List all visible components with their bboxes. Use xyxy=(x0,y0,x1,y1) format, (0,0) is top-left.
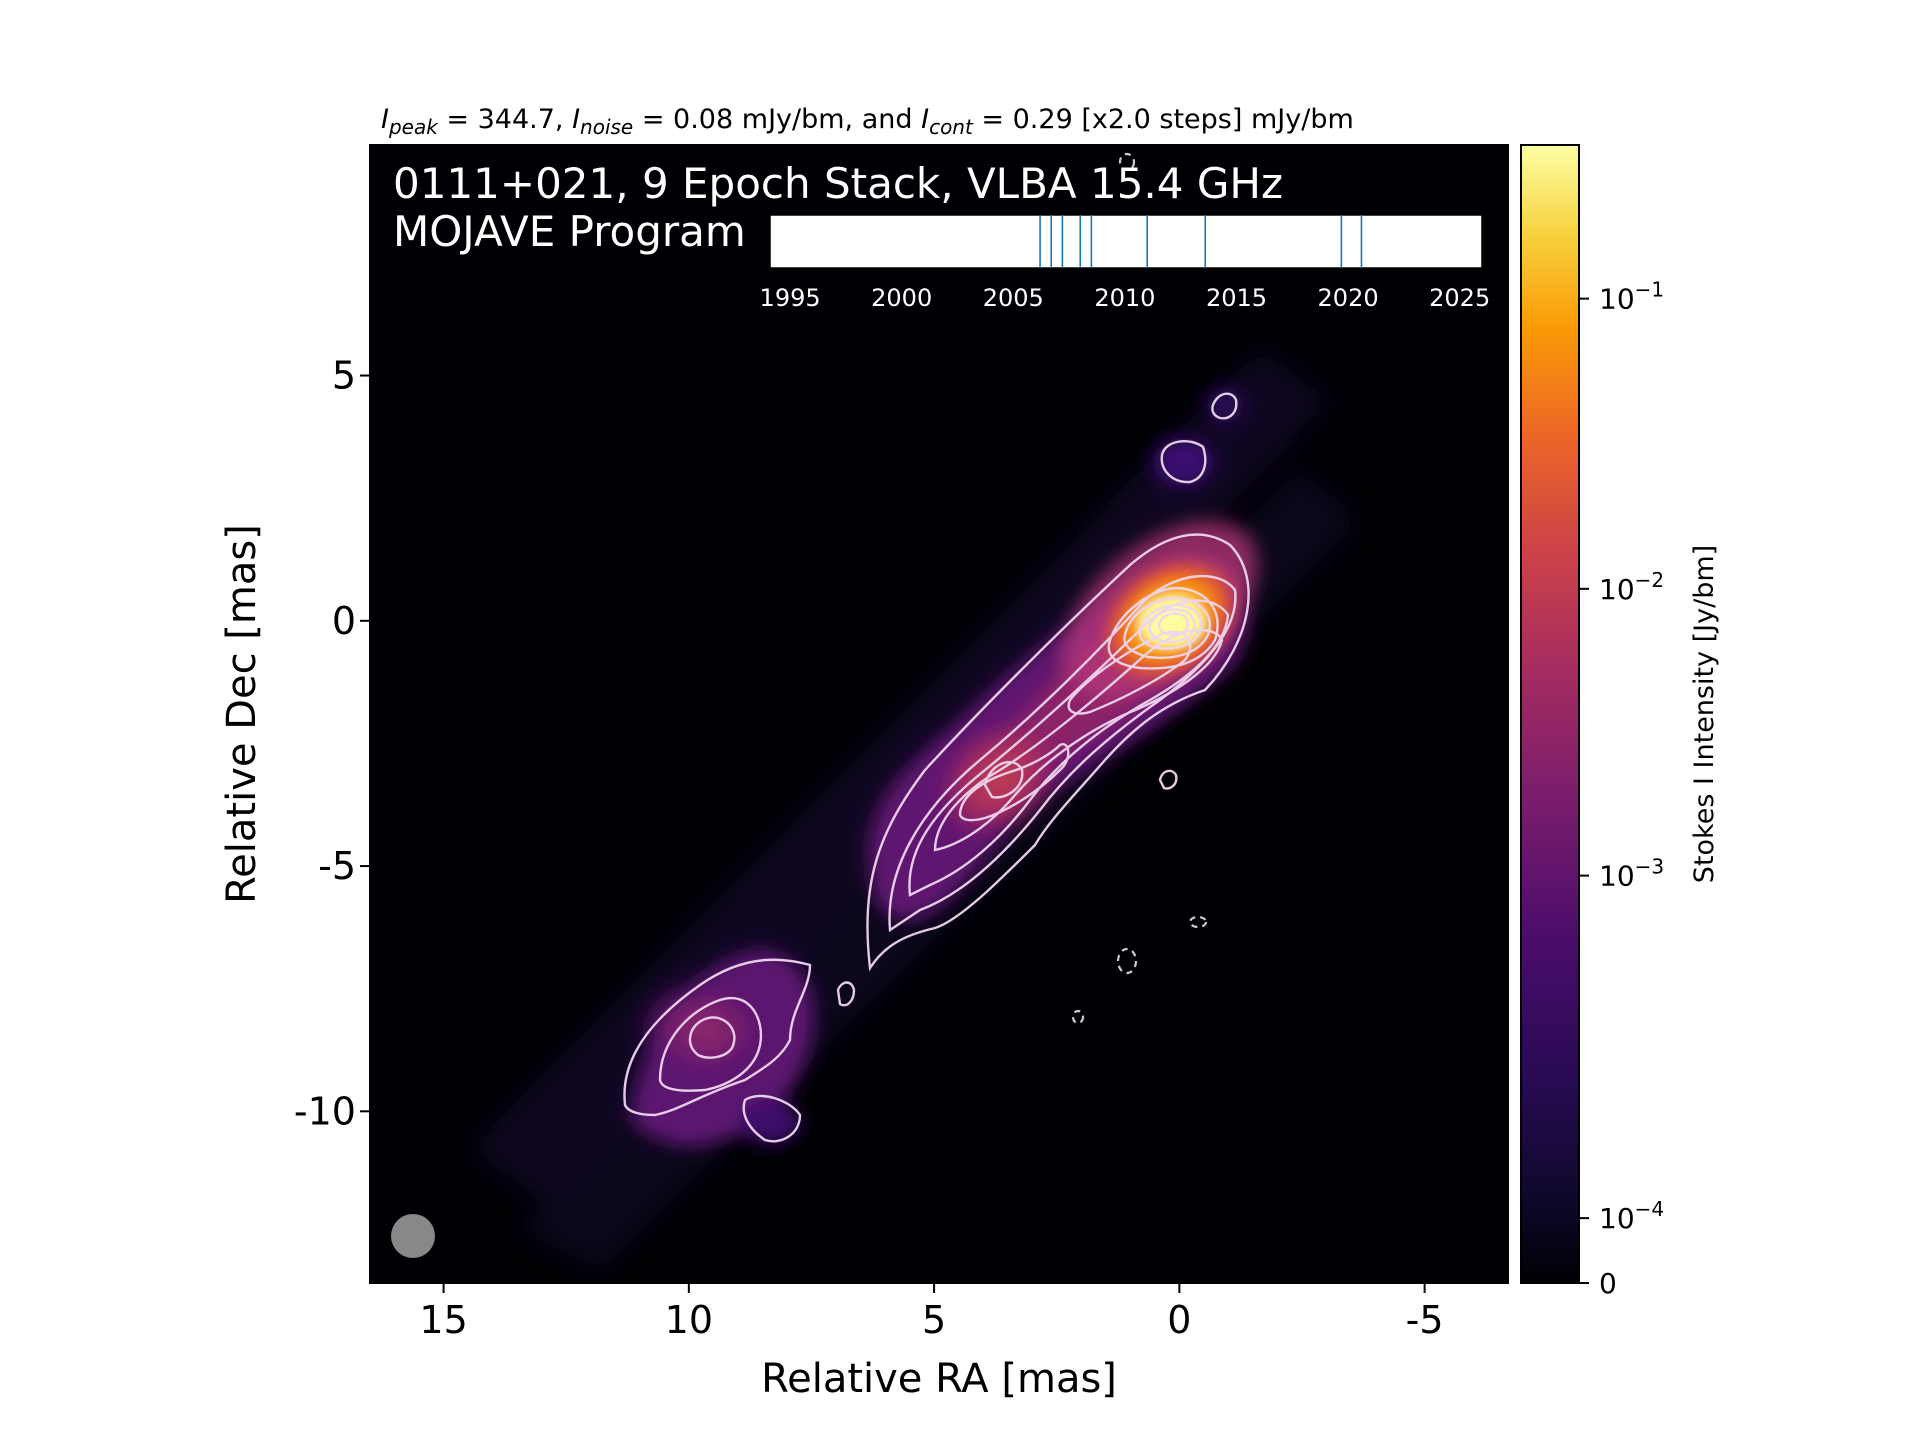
x-tick-label: -5 xyxy=(1406,1298,1444,1342)
y-tick-label: 0 xyxy=(332,599,356,643)
epoch-axis-tick-label: 2015 xyxy=(1206,284,1267,312)
epoch-axis-tick-label: 2005 xyxy=(983,284,1044,312)
colorbar-gradient xyxy=(1520,144,1580,1284)
overlay-title-line1: 0111+021, 9 Epoch Stack, VLBA 15.4 GHz xyxy=(393,159,1283,208)
epoch-timeline-inset: 1995 2000 2005 2010 2015 2020 2025 xyxy=(760,214,1490,312)
y-tick-label: -5 xyxy=(318,844,356,888)
image-plot-area: 0111+021, 9 Epoch Stack, VLBA 15.4 GHz M… xyxy=(369,144,1509,1284)
x-axis: 15 10 5 0 -5 xyxy=(419,1283,1444,1342)
colorbar: 10−1 10−2 10−3 10−4 0 Stokes I Intensity [Jy… xyxy=(1520,144,1720,1300)
colorbar-tick-label: 0 xyxy=(1599,1267,1617,1300)
epoch-axis-tick-label: 1995 xyxy=(760,284,821,312)
x-tick-label: 10 xyxy=(665,1298,713,1342)
y-axis-label: Relative Dec [mas] xyxy=(219,524,265,904)
epoch-axis-tick-label: 2010 xyxy=(1094,284,1155,312)
x-tick-label: 5 xyxy=(922,1298,946,1342)
contour-knot-south xyxy=(742,1094,802,1143)
x-tick-label: 0 xyxy=(1167,1298,1191,1342)
colorbar-tick-label: 10−1 xyxy=(1599,278,1664,316)
contour-north-small xyxy=(1211,392,1238,420)
y-tick-label: -10 xyxy=(294,1089,356,1133)
contour-knot-small xyxy=(836,981,856,1007)
colorbar-tick-label: 10−4 xyxy=(1599,1197,1664,1235)
epoch-axis-tick-label: 2025 xyxy=(1429,284,1490,312)
contour-outer-knot xyxy=(623,958,812,1117)
epoch-axis-ticks: 1995 2000 2005 2010 2015 2020 2025 xyxy=(760,268,1490,312)
colorbar-ticks: 10−1 10−2 10−3 10−4 0 xyxy=(1579,278,1664,1300)
header-stats: Ipeak = 344.7, Inoise = 0.08 mJy/bm, and… xyxy=(381,104,1354,139)
contour-north-blob xyxy=(1160,439,1207,484)
contours xyxy=(623,392,1250,1143)
epoch-timeline-box xyxy=(769,214,1483,269)
x-axis-label: Relative RA [mas] xyxy=(761,1356,1117,1402)
beam-marker xyxy=(391,1214,435,1258)
epoch-axis-tick-label: 2000 xyxy=(871,284,932,312)
contour-outer-jet xyxy=(866,533,1250,972)
colorbar-label: Stokes I Intensity [Jy/bm] xyxy=(1689,545,1720,883)
overlay-title-line2: MOJAVE Program xyxy=(393,207,746,256)
negative-contours xyxy=(1071,152,1208,1025)
epoch-axis-tick-label: 2020 xyxy=(1318,284,1379,312)
x-tick-label: 15 xyxy=(419,1298,467,1342)
plot-frame xyxy=(369,144,1509,1284)
contour-south-small xyxy=(1158,769,1178,790)
colorbar-tick-label: 10−2 xyxy=(1599,568,1664,606)
y-tick-label: 5 xyxy=(332,354,356,398)
colorbar-tick-label: 10−3 xyxy=(1599,855,1664,893)
y-axis: 5 0 -5 -10 xyxy=(294,354,370,1133)
epoch-lines xyxy=(1039,215,1363,268)
